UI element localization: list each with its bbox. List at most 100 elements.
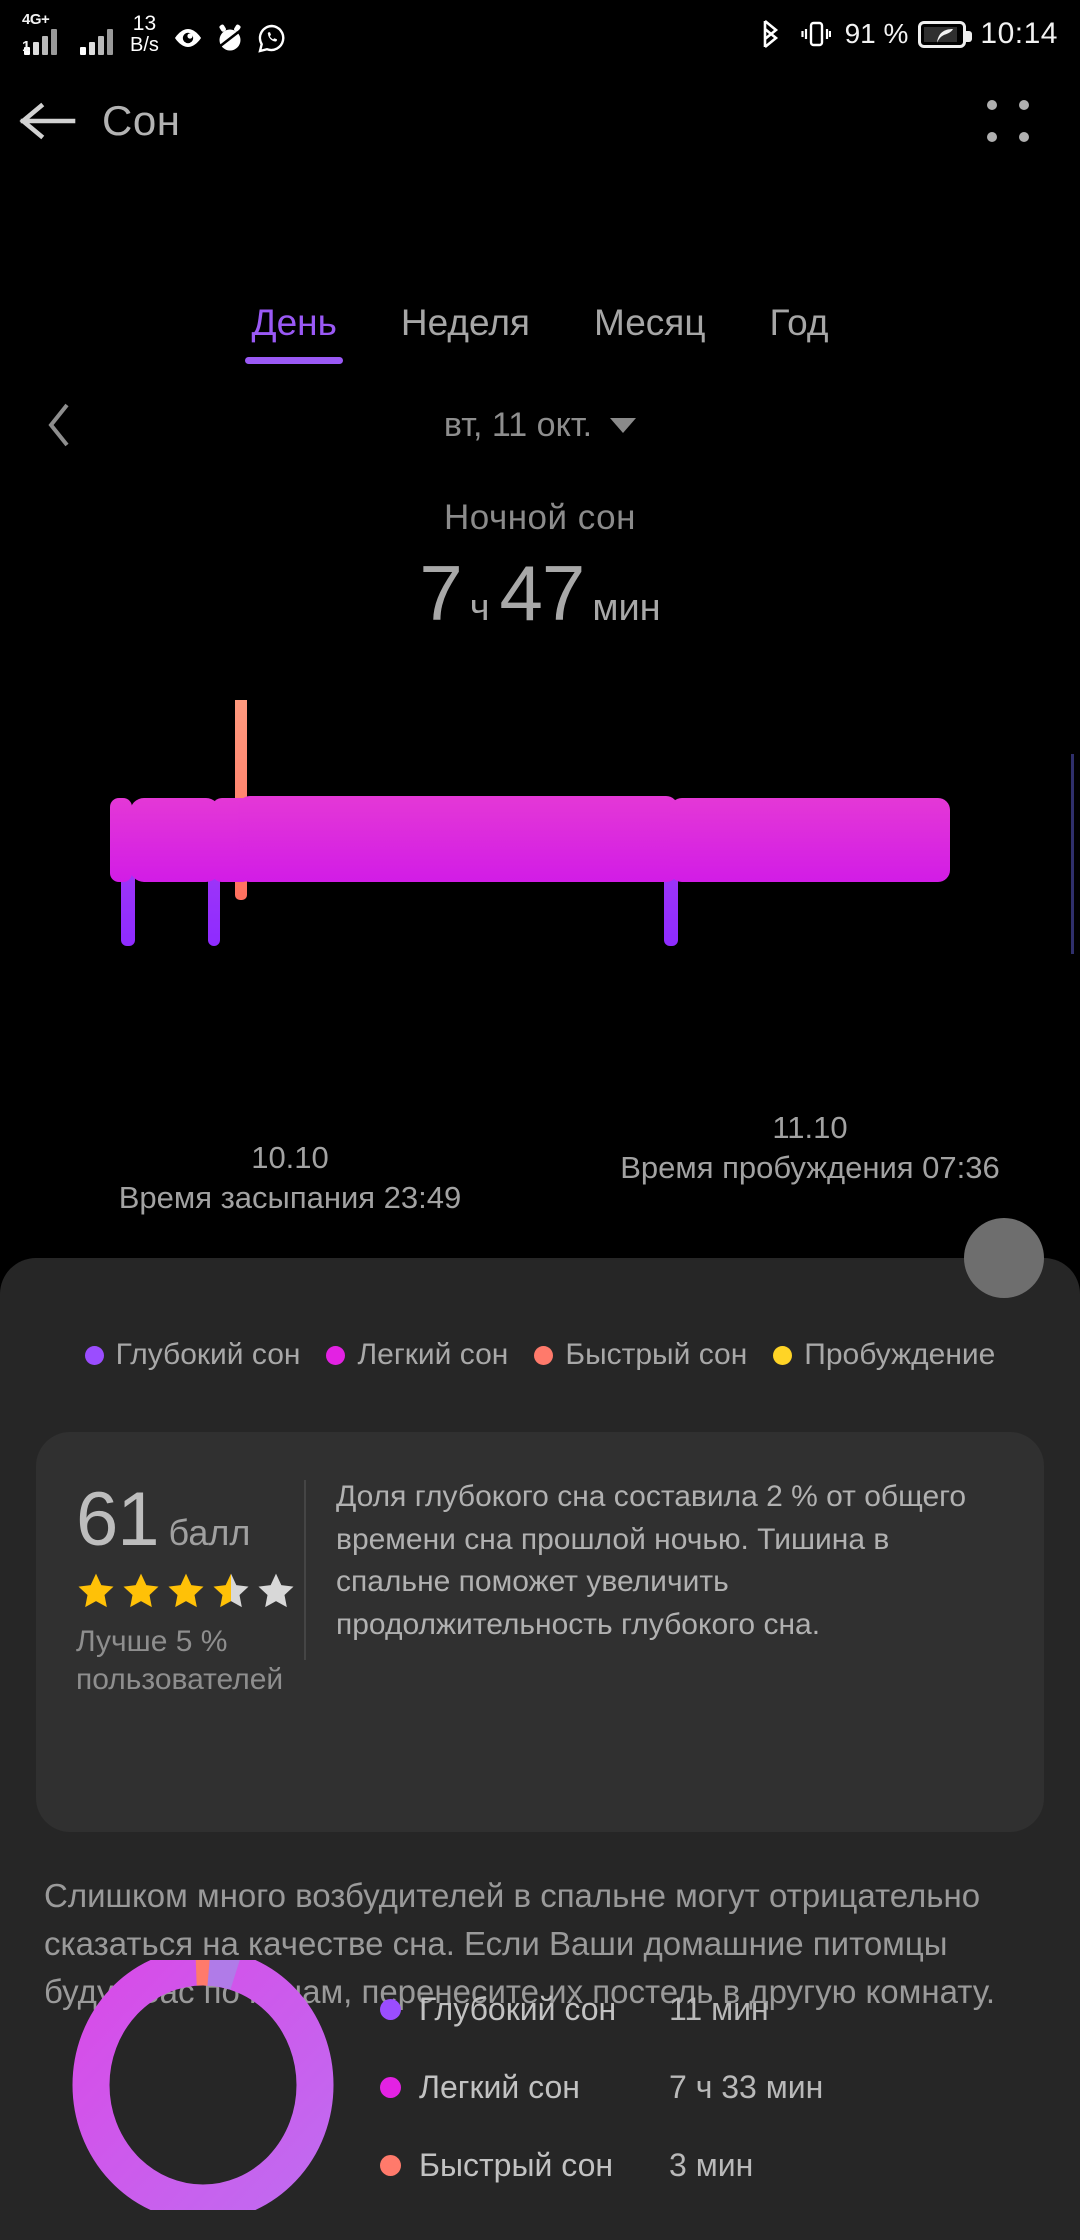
donut-svg [72,1948,334,2222]
page-title: Сон [102,97,181,144]
whatsapp-icon [255,21,289,55]
summary-title: Ночной сон [444,498,636,537]
summary-minutes: 47 [499,549,586,637]
legend-label-rem: Быстрый сон [565,1338,748,1371]
sim-index-label: 1 [22,37,31,55]
alarm-icon [213,21,247,55]
summary-hours: 7 [419,549,462,637]
breakdown-value-light: 7 ч 33 мин [669,2068,824,2105]
tab-week-label: Неделя [400,302,530,343]
breakdown-label-light: Легкий сон [419,2068,580,2105]
stage-legend: Глубокий сон Легкий сон Быстрый сон Проб… [0,1338,1080,1372]
eye-care-icon [171,21,205,55]
signal-strength-sim1-icon: 4G+ 1 [22,11,80,55]
battery-percent-label: 91 % [844,18,909,49]
legend-label-deep: Глубокий сон [115,1338,301,1371]
sleep-score-card: 61 балл Лучше 5 % пользователей Доля глу… [36,1432,1044,1832]
back-button[interactable] [0,78,96,164]
wake-time-axis-label: 11.10 Время пробуждения 07:36 [550,1110,1070,1186]
score-column: 61 балл Лучше 5 % пользователей [36,1476,304,1700]
app-header: Сон [0,78,1080,164]
arrow-left-icon [19,102,76,140]
sleep-onset-date: 10.10 [251,1140,329,1175]
breakdown-dot-rem-icon [380,2154,401,2176]
tab-day-label: День [251,302,337,343]
star-rating [76,1571,304,1611]
grid-menu-icon [987,132,997,142]
status-bar-left: 4G+ 1 13 B/s [0,11,289,55]
sleep-stage-donut [68,1948,338,2222]
breakdown-dot-light-icon [380,2076,401,2098]
sleep-score-unit: балл [168,1512,251,1553]
night-sleep-summary: Ночной сон 7 ч 47 мин [0,498,1080,639]
tab-year[interactable]: Год [738,302,861,378]
hypnogram-chart[interactable] [0,700,1080,1240]
tab-week[interactable]: Неделя [369,302,562,378]
network-speed-indicator: 13 B/s [130,13,159,55]
legend-item-deep: Глубокий сон [84,1338,301,1372]
selected-date-label: вт, 11 окт. [443,405,593,444]
legend-dot-light-icon [326,1345,346,1365]
legend-dot-deep-icon [84,1345,104,1365]
status-bar: 4G+ 1 13 B/s 91 [0,0,1080,68]
summary-hours-unit: ч [469,587,490,629]
star-half-icon [211,1571,251,1611]
tab-month-label: Месяц [593,302,706,343]
breakdown-row-deep: Глубокий сон 11 мин [380,1970,1000,2048]
breakdown-row-rem: Быстрый сон 3 мин [380,2126,1000,2204]
date-picker-button[interactable]: вт, 11 окт. [0,406,1080,445]
breakdown-label-deep: Глубокий сон [419,1990,617,2027]
breakdown-label-rem: Быстрый сон [419,2146,614,2183]
stage-breakdown-list: Глубокий сон 11 мин Легкий сон 7 ч 33 ми… [380,1970,1000,2204]
breakdown-value-rem: 3 мин [669,2146,754,2183]
status-bar-right: 91 % 10:14 [757,17,1080,51]
floating-action-button[interactable] [964,1218,1044,1298]
overflow-menu-button[interactable] [978,86,1038,156]
legend-dot-awake-icon [773,1345,793,1365]
legend-label-awake: Пробуждение [804,1338,996,1371]
grid-menu-icon [1019,100,1029,110]
sleep-onset-axis-label: 10.10 Время засыпания 23:49 [60,1140,520,1216]
tab-month[interactable]: Месяц [562,302,738,378]
star-icon [76,1571,116,1611]
hypnogram-svg [110,700,950,946]
legend-item-awake: Пробуждение [773,1338,995,1372]
date-navigator: вт, 11 окт. [0,392,1080,458]
tab-day[interactable]: День [220,302,369,378]
grid-menu-icon [1019,132,1029,142]
vibrate-icon [800,17,835,51]
grid-menu-icon [987,100,997,110]
status-clock-label: 10:14 [980,17,1058,50]
card-divider [304,1480,306,1660]
network-speed-value: 13 [132,12,157,36]
tab-active-underline [245,357,344,364]
summary-duration: 7 ч 47 мин [0,548,1080,639]
period-tabs: День Неделя Месяц Год [0,302,1080,378]
signal-strength-sim2-icon [80,15,124,55]
star-icon [121,1571,161,1611]
network-speed-unit: B/s [130,33,159,56]
breakdown-dot-deep-icon [380,1998,401,2020]
percentile-label: Лучше 5 % пользователей [76,1625,284,1697]
breakdown-value-deep: 11 мин [669,1990,769,2027]
battery-saver-icon [918,20,973,48]
chart-right-edge-marker [1071,754,1074,954]
legend-label-light: Легкий сон [357,1338,509,1371]
legend-item-light: Легкий сон [326,1338,508,1372]
chevron-left-icon [48,403,69,447]
bluetooth-icon [757,17,791,51]
sleep-score-value: 61 [76,1477,160,1562]
summary-minutes-unit: мин [592,587,661,629]
network-type-sup: + [41,10,50,28]
legend-dot-rem-icon [534,1345,554,1365]
legend-item-rem: Быстрый сон [534,1338,747,1372]
network-type-label: 4G [22,10,42,28]
primary-advice-text: Доля глубокого сна составила 2 % от обще… [336,1480,967,1641]
tab-year-label: Год [769,302,829,343]
caret-down-icon [610,417,637,433]
wake-time: Время пробуждения 07:36 [620,1150,1000,1185]
star-empty-icon [256,1571,296,1611]
wake-date: 11.10 [772,1110,848,1145]
previous-day-button[interactable] [0,402,120,448]
sleep-onset-time: Время засыпания 23:49 [118,1180,462,1215]
